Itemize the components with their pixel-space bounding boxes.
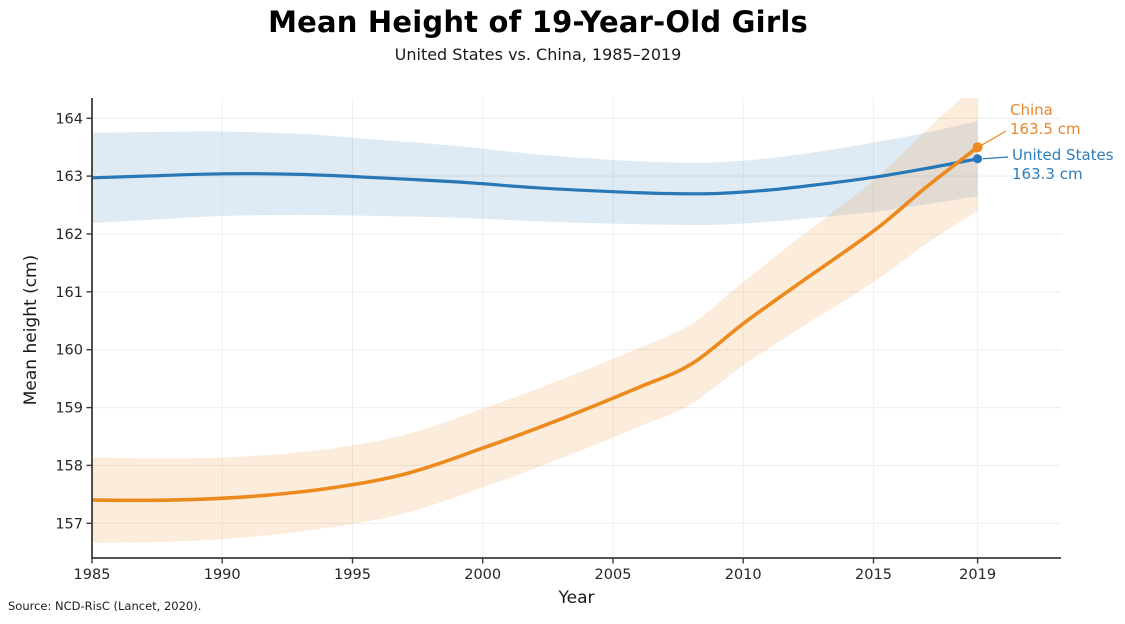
confidence-band-united-states (92, 121, 978, 225)
end-dot-united-states (973, 154, 983, 164)
y-tick-label: 160 (55, 343, 83, 359)
series-layer (92, 98, 980, 543)
y-tick-label: 164 (55, 111, 83, 127)
line-united-states (92, 157, 980, 196)
y-tick-label: 157 (55, 516, 83, 532)
x-tick-label: 1985 (74, 567, 111, 583)
y-tick-label: 159 (55, 401, 83, 417)
y-axis-title: Mean height (cm) (21, 254, 41, 406)
x-tick-label: 2015 (855, 567, 892, 583)
annotation-china-value: 163.5 cm (1010, 120, 1081, 138)
y-tick-label: 162 (55, 227, 83, 243)
y-tick-label: 163 (55, 169, 83, 185)
chart-title: Mean Height of 19-Year-Old Girls (268, 5, 808, 39)
end-dot-china (972, 142, 983, 153)
annotation-china: China 163.5 cm (1010, 101, 1081, 139)
annotation-united-states: United States 163.3 cm (1012, 146, 1114, 184)
annotation-united-states-value: 163.3 cm (1012, 165, 1083, 183)
x-tick-label: 2019 (959, 567, 996, 583)
annotation-china-label: China (1010, 101, 1053, 119)
x-tick-label: 2010 (725, 567, 762, 583)
line-china (92, 145, 980, 503)
annotation-united-states-label: United States (1012, 146, 1114, 164)
y-tick-label: 158 (55, 458, 83, 474)
x-tick-label: 2005 (595, 567, 632, 583)
source-note: Source: NCD-RisC (Lancet, 2020). (8, 599, 202, 613)
x-axis-title: Year (558, 588, 595, 608)
chart-subtitle: United States vs. China, 1985–2019 (394, 45, 682, 64)
y-tick-label: 161 (55, 285, 83, 301)
leader-line-china (981, 130, 1007, 146)
x-tick-label: 1995 (334, 567, 371, 583)
x-tick-label: 1990 (204, 567, 241, 583)
x-tick-label: 2000 (464, 567, 501, 583)
leader-line-united-states (982, 156, 1009, 160)
